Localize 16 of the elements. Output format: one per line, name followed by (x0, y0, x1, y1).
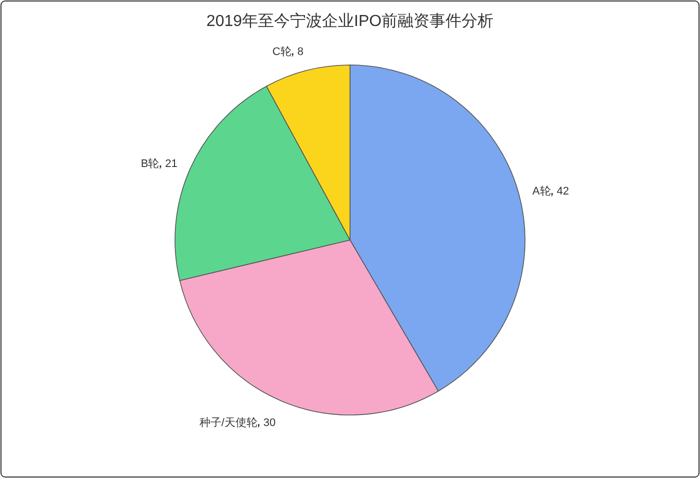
slice-label: 种子/天使轮 (199, 416, 258, 429)
data-label: 8 (297, 46, 304, 58)
pie-slice (266, 64, 350, 240)
data-label: 42 (556, 186, 570, 198)
label: B轮 21 (140, 158, 178, 170)
label: A轮 42 (532, 186, 570, 198)
label: 种子/天使轮 30 (199, 416, 276, 429)
pie-slice (350, 64, 526, 392)
slice-label: A轮 (532, 186, 551, 198)
slice-label: B轮 (140, 158, 160, 170)
slice-label: C轮 (272, 46, 292, 58)
data-label: 30 (263, 416, 276, 429)
label: C轮 8 (272, 46, 304, 58)
data-label: 21 (165, 158, 178, 170)
pie-slice (179, 240, 439, 416)
chart-title: 2019年至今宁波企业IPO前融资事件分析 (206, 12, 494, 30)
